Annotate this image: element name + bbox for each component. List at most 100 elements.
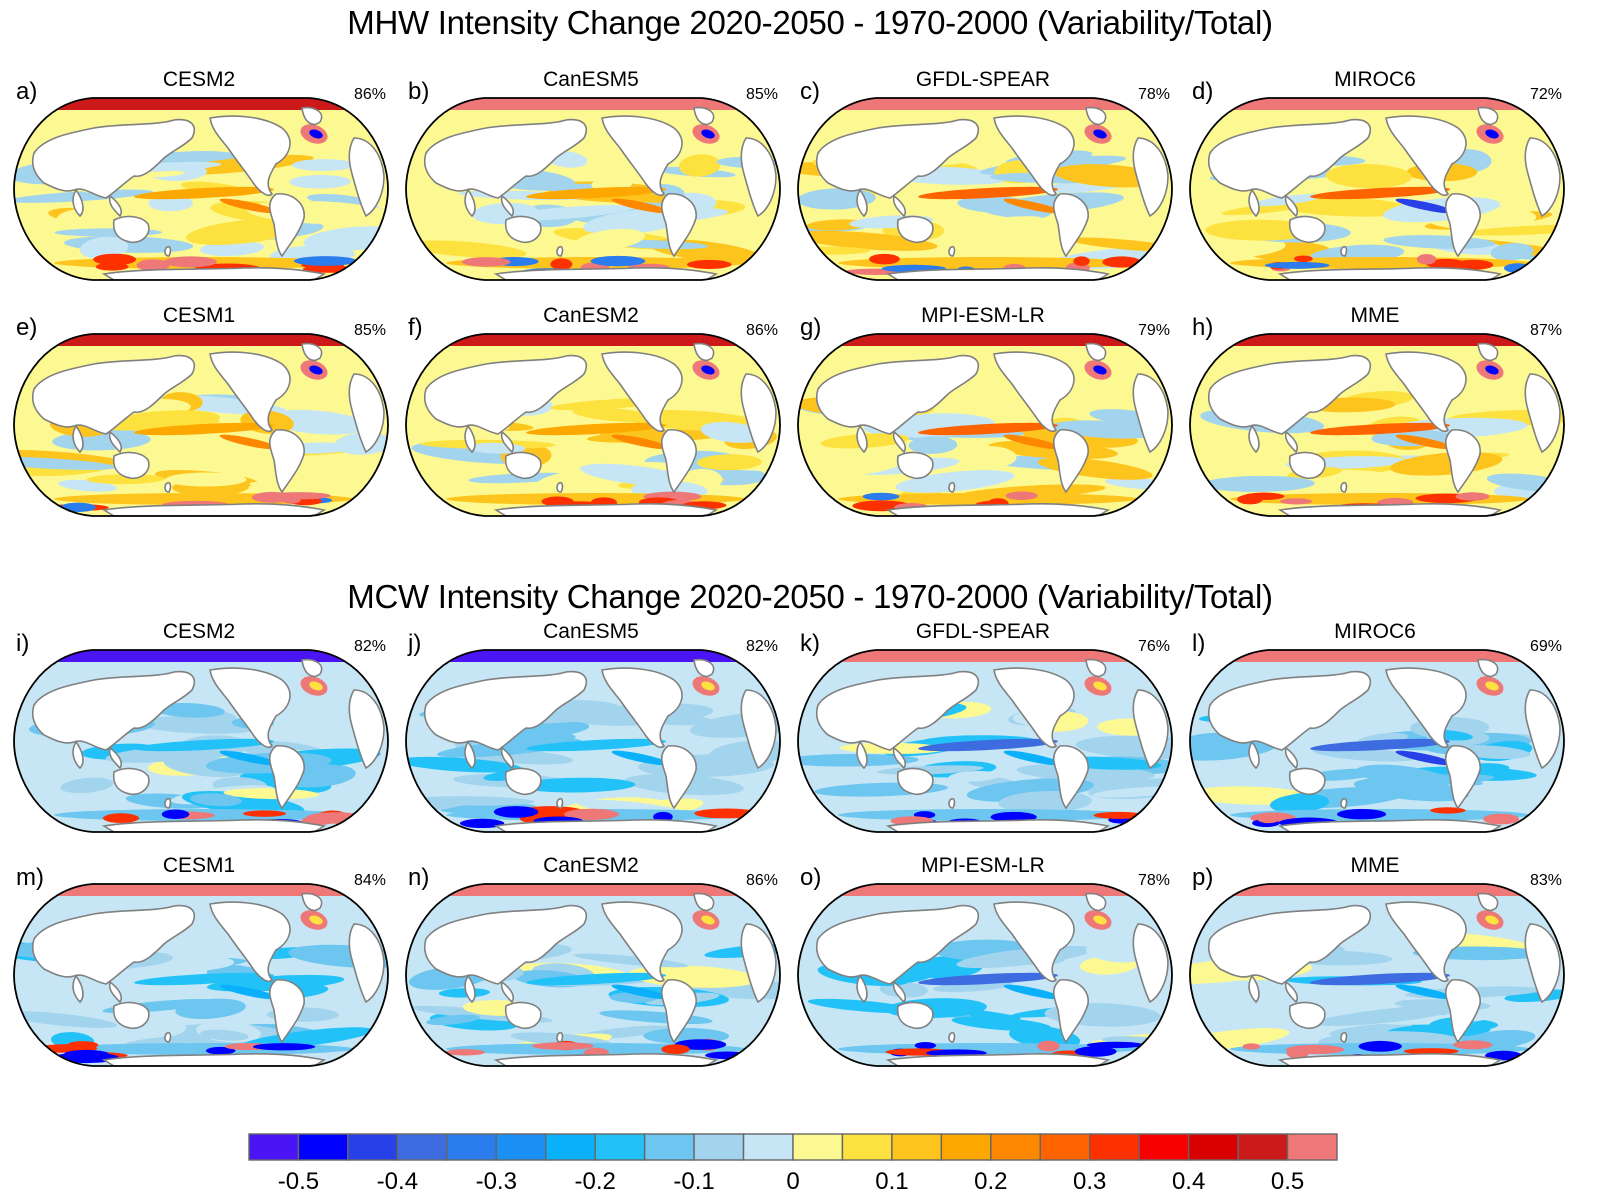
landmass [1385,351,1467,433]
panel-percent: 83% [1529,872,1562,889]
anomaly-contour [291,159,356,171]
landmass [464,424,476,454]
landmass [112,1001,150,1030]
landmass [556,481,564,493]
panel-label: p) [1192,864,1214,891]
landmass [1444,745,1481,810]
anomaly-contour [1395,434,1455,450]
landmass [856,974,868,1004]
landmass [108,980,123,1004]
anomaly-contour [918,738,1058,752]
anomaly-contour [153,702,225,718]
landmass [885,503,1111,516]
landmass [856,740,868,770]
panel-percent: 86% [353,86,386,103]
landmass [815,670,980,751]
landmass [423,118,588,199]
landmass [1052,979,1089,1044]
landmass [1288,451,1326,480]
landmass [740,373,777,454]
landmass [601,115,683,197]
anomaly-contour [1485,1050,1523,1061]
anomaly-contour [406,796,535,806]
landmass [693,892,715,912]
anomaly-contour [1325,164,1412,189]
anomaly-contour [1310,186,1450,200]
colorbar-swatch [1286,1133,1338,1161]
anomaly-contour [1093,365,1107,375]
anomaly-contour [526,972,666,986]
colorbar-swatch [396,1133,448,1161]
anomaly-contour [293,256,357,266]
landmass [948,245,956,257]
arctic-band [1190,650,1564,662]
panel-percent: 86% [745,872,778,889]
map-panel: f) CanESM2 86% [396,296,786,536]
landmass [1284,980,1299,1004]
landmass [464,188,476,218]
anomaly-contour [701,681,715,691]
map-border [797,333,1173,517]
landmass [856,188,868,218]
mcw-section-title: MCW Intensity Change 2020-2050 - 1970-20… [347,578,1273,615]
colorbar-tick-label: -0.4 [376,1168,419,1195]
map-panel: j) CanESM5 82% [396,612,786,852]
landmass [504,1001,542,1030]
landmass [504,451,542,480]
panel-label: e) [16,314,38,341]
landmass [1277,819,1503,832]
arctic-band [406,650,780,662]
landmass [268,193,305,258]
landmass [740,137,777,218]
anomaly-contour [679,154,721,177]
anomaly-contour [550,258,573,270]
anomaly-contour [918,186,1058,200]
anomaly-contour [838,809,1138,821]
anomaly-contour [186,218,301,245]
anomaly-contour [1003,198,1063,214]
arctic-band [1190,884,1564,896]
map-border [1189,883,1565,1067]
panel-model-title: GFDL-SPEAR [915,620,1051,643]
map-border [13,333,389,517]
anomaly-contour [252,1043,316,1051]
landmass [1207,118,1372,199]
anomaly-contour [1455,492,1490,501]
anomaly-contour [67,1041,99,1049]
map-panel: d) MIROC6 72% [1180,60,1570,300]
anomaly-contour [459,818,505,829]
landmass [301,342,323,362]
anomaly-contour [1485,915,1499,925]
panel-label: k) [800,630,820,657]
landmass [1477,658,1499,678]
landmass [500,980,515,1004]
landmass [740,689,777,770]
anomaly-contour [1310,422,1450,436]
panel-percent: 82% [353,638,386,655]
mhw-section-title: MHW Intensity Change 2020-2050 - 1970-20… [347,4,1273,41]
landmass [423,670,588,751]
landmass [301,892,323,912]
panel-label: j) [408,630,422,657]
anomaly-contour [102,813,140,824]
landmass [1444,429,1481,494]
landmass [1132,689,1169,770]
landmass [348,373,385,454]
anomaly-contour [1485,129,1499,139]
anomaly-contour [219,984,279,1000]
anomaly-contour [219,750,279,766]
anomaly-contour [951,1016,1052,1032]
panel-model-title: CESM1 [162,304,236,327]
landmass [815,118,980,199]
anomaly-contour [64,1049,109,1058]
colorbar-tick-label: 0.2 [974,1168,1008,1195]
arctic-band [406,884,780,896]
landmass [209,901,291,983]
anomaly-contour [1461,224,1564,236]
anomaly-contour [1003,984,1063,1000]
anomaly-contour [190,793,242,807]
colorbar-swatch [891,1133,943,1161]
map-border [1189,649,1565,833]
panel-label: a) [16,78,38,105]
landmass [493,503,719,516]
